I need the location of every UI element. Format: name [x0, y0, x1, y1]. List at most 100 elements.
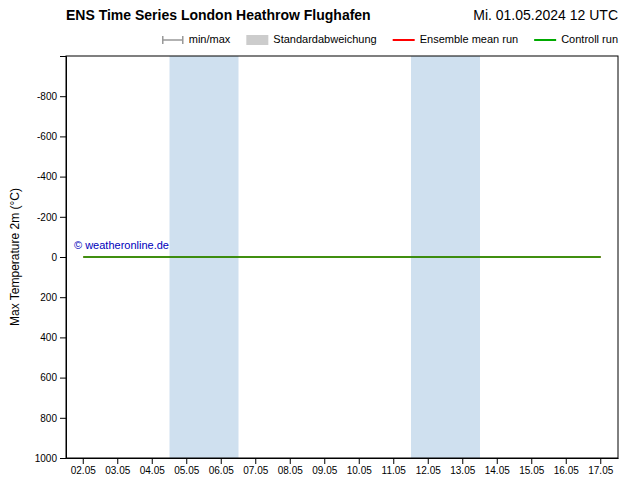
y-tick-label: 800 — [40, 413, 57, 424]
x-tick-mark — [255, 458, 256, 464]
y-tick-mark — [60, 458, 66, 459]
x-tick-mark — [186, 458, 187, 464]
y-tick-label: -800 — [37, 91, 57, 102]
x-tick-label: 09.05 — [312, 465, 337, 476]
x-tick-label: 11.05 — [382, 465, 407, 476]
x-tick-mark — [393, 458, 394, 464]
x-tick-label: 05.05 — [174, 465, 199, 476]
x-tick-label: 17.05 — [588, 465, 613, 476]
x-tick-label: 03.05 — [105, 465, 130, 476]
x-tick: 15.05 — [519, 458, 544, 476]
legend-swatch — [534, 39, 556, 41]
y-tick-label: -200 — [37, 212, 57, 223]
x-tick-label: 04.05 — [140, 465, 165, 476]
y-tick-label: 200 — [40, 292, 57, 303]
x-tick: 05.05 — [174, 458, 199, 476]
x-tick: 11.05 — [382, 458, 407, 476]
x-tick: 04.05 — [140, 458, 165, 476]
x-tick: 02.05 — [71, 458, 96, 476]
y-axis: -800 -600 -400 -200 0 200 400 600 800 1000 — [35, 57, 67, 464]
y-tick: -200 — [37, 212, 66, 223]
series-line — [83, 256, 601, 258]
y-tick-mark — [60, 337, 66, 338]
annotation: © weatheronline.de — [74, 239, 169, 251]
y-tick-label: -400 — [37, 171, 57, 182]
x-tick: 14.05 — [485, 458, 510, 476]
x-tick-label: 06.05 — [209, 465, 234, 476]
chart-title: ENS Time Series London Heathrow Flughafe… — [66, 7, 371, 23]
x-tick-mark — [428, 458, 429, 464]
x-axis: 02.05 03.05 04.05 05.05 06.05 07.05 08.05 09.05… — [67, 458, 619, 476]
x-tick-label: 02.05 — [71, 465, 96, 476]
chart: 02.05 03.05 04.05 05.05 06.05 07.05 08.05 09.05… — [0, 0, 634, 490]
y-axis-title: Max Temperature 2m (°C) — [8, 188, 22, 326]
x-tick-label: 15.05 — [519, 465, 544, 476]
y-tick: -800 — [37, 91, 66, 102]
y-tick: 0 — [51, 252, 66, 263]
x-tick-mark — [531, 458, 532, 464]
legend-label: min/max — [189, 33, 231, 45]
legend-item: Ensemble mean run — [393, 33, 518, 45]
x-tick-mark — [324, 458, 325, 464]
y-tick-mark — [60, 418, 66, 419]
y-tick: 1000 — [35, 453, 66, 464]
x-tick: 13.05 — [450, 458, 475, 476]
x-tick: 16.05 — [554, 458, 579, 476]
y-tick: 800 — [40, 413, 66, 424]
legend-item: Standardabweichung — [246, 33, 376, 45]
y-tick: -400 — [37, 171, 66, 182]
y-tick-mark — [60, 136, 66, 137]
y-tick-label: 0 — [51, 252, 57, 263]
x-tick-mark — [117, 458, 118, 464]
y-tick-mark — [60, 96, 66, 97]
legend-item: min/max — [163, 33, 231, 45]
x-tick: 09.05 — [312, 458, 337, 476]
y-tick-mark — [60, 257, 66, 258]
x-tick-mark — [462, 458, 463, 464]
y-tick-mark — [60, 217, 66, 218]
x-tick-label: 08.05 — [278, 465, 303, 476]
x-tick-mark — [221, 458, 222, 464]
y-tick-label: 600 — [40, 372, 57, 383]
x-tick-label: 07.05 — [243, 465, 268, 476]
x-tick-label: 10.05 — [347, 465, 372, 476]
legend: min/max Standardabweichung Ensemble mean r… — [163, 33, 618, 45]
x-tick-mark — [600, 458, 601, 464]
legend-swatch — [393, 39, 415, 41]
x-tick-label: 16.05 — [554, 465, 579, 476]
x-tick-mark — [359, 458, 360, 464]
y-tick-mark — [60, 378, 66, 379]
y-tick: 400 — [40, 332, 66, 343]
x-tick: 10.05 — [347, 458, 372, 476]
x-tick: 12.05 — [416, 458, 441, 476]
x-tick-label: 14.05 — [485, 465, 510, 476]
plot-area — [83, 56, 601, 458]
legend-swatch — [246, 35, 268, 45]
x-tick: 17.05 — [588, 458, 613, 476]
x-tick-label: 13.05 — [450, 465, 475, 476]
legend-label: Standardabweichung — [273, 33, 376, 45]
x-tick-mark — [497, 458, 498, 464]
y-tick-mark — [60, 177, 66, 178]
y-tick: 600 — [40, 372, 66, 383]
x-tick-mark — [83, 458, 84, 464]
x-tick: 07.05 — [243, 458, 268, 476]
x-tick-mark — [566, 458, 567, 464]
legend-swatch — [163, 39, 183, 41]
plot-frame — [66, 56, 618, 458]
y-tick-mark — [60, 297, 66, 298]
series-line — [83, 256, 601, 258]
legend-label: Controll run — [561, 33, 618, 45]
legend-item: Controll run — [534, 33, 618, 45]
x-tick: 03.05 — [105, 458, 130, 476]
x-tick: 06.05 — [209, 458, 234, 476]
x-tick-label: 12.05 — [416, 465, 441, 476]
y-tick-label: 1000 — [35, 453, 58, 464]
legend-label: Ensemble mean run — [420, 33, 518, 45]
x-tick: 08.05 — [278, 458, 303, 476]
x-tick-mark — [152, 458, 153, 464]
legend-swatch — [182, 36, 184, 44]
chart-subtitle: Mi. 01.05.2024 12 UTC — [473, 7, 618, 23]
legend-swatch — [162, 36, 164, 44]
y-tick-label: -600 — [37, 131, 57, 142]
